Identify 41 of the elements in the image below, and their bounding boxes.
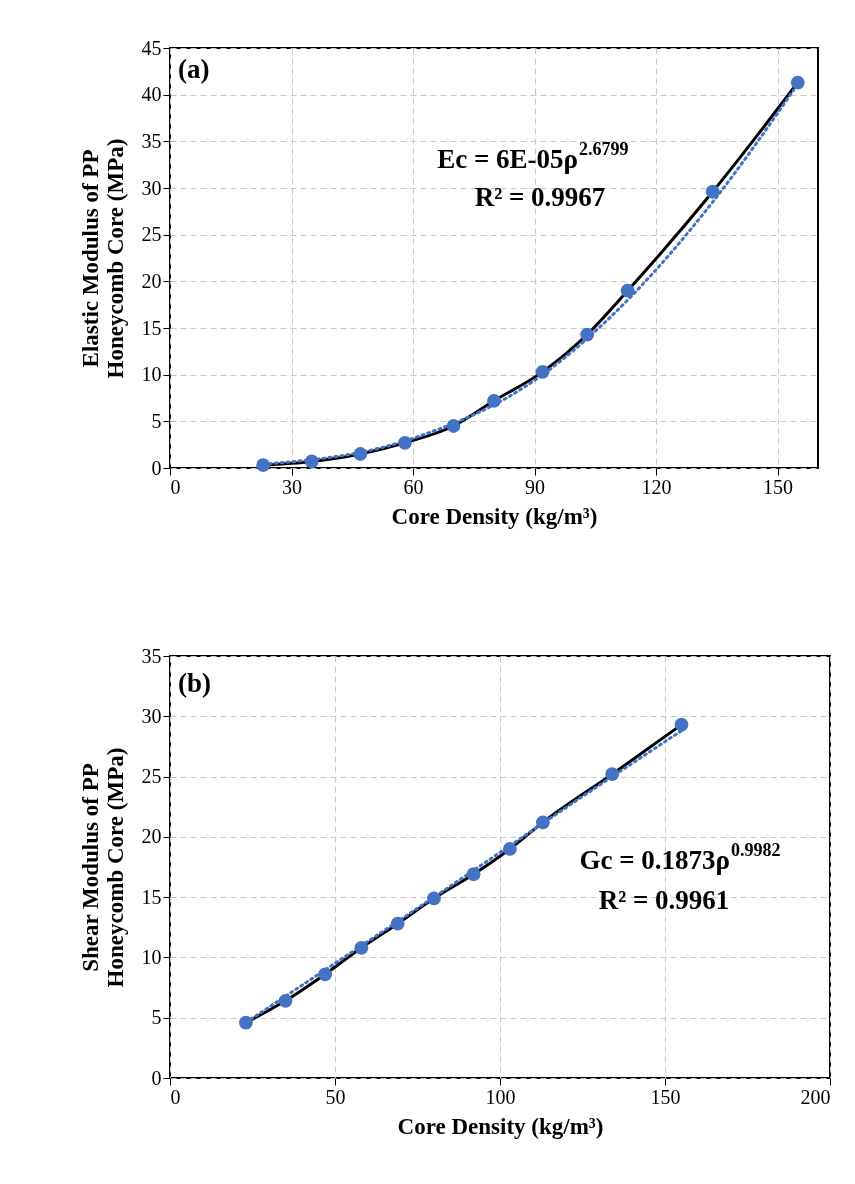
y-tick-label: 35 — [141, 129, 162, 152]
y-tick-label: 0 — [151, 456, 162, 479]
x-tick-label: 0 — [170, 1085, 181, 1108]
y-tick-label: 20 — [141, 825, 162, 848]
x-tick-label: 50 — [325, 1085, 346, 1108]
x-tick-label: 90 — [525, 475, 545, 498]
y-axis-title: Shear Modulus of PP Honeycomb Core (MPa) — [77, 747, 128, 988]
y-tick-label: 35 — [141, 644, 162, 667]
point — [674, 717, 689, 732]
x-tick-label: 30 — [282, 475, 302, 498]
x-axis-title: Core Density (kg/m³) — [397, 1113, 604, 1139]
y-tick-label: 15 — [141, 316, 162, 339]
y-tick-label: 30 — [141, 704, 162, 727]
annotation: R² = 0.9961 — [598, 885, 730, 915]
y-tick-label: 25 — [141, 765, 162, 788]
x-tick-label: 60 — [403, 475, 424, 498]
y-tick-label: 10 — [141, 945, 162, 968]
x-tick-label: 0 — [170, 475, 181, 498]
y-tick-label: 5 — [151, 1006, 162, 1029]
annotation: (a) — [178, 54, 210, 84]
x-tick-label: 150 — [650, 1085, 681, 1108]
annotation: (b) — [178, 668, 211, 698]
x-tick-label: 150 — [763, 475, 793, 498]
point — [705, 184, 720, 199]
x-axis-title: Core Density (kg/m³) — [391, 503, 598, 529]
y-tick-label: 20 — [141, 269, 162, 292]
y-tick-label: 15 — [141, 885, 162, 908]
x-tick-label: 200 — [800, 1085, 831, 1108]
y-tick-label: 0 — [151, 1066, 162, 1089]
annotation: R² = 0.9967 — [474, 182, 606, 212]
x-tick-label: 120 — [641, 475, 672, 498]
y-tick-label: 25 — [141, 223, 162, 246]
y-tick-label: 10 — [141, 363, 162, 386]
y-tick-label: 30 — [141, 176, 162, 199]
y-tick-label: 40 — [141, 83, 162, 106]
point — [620, 283, 635, 298]
x-tick-label: 100 — [485, 1085, 516, 1108]
y-axis-title: Elastic Modulus of PP Honeycomb Core (MPa) — [77, 138, 128, 379]
y-tick-label: 45 — [141, 36, 162, 59]
point — [790, 75, 805, 90]
y-tick-label: 5 — [151, 409, 162, 432]
